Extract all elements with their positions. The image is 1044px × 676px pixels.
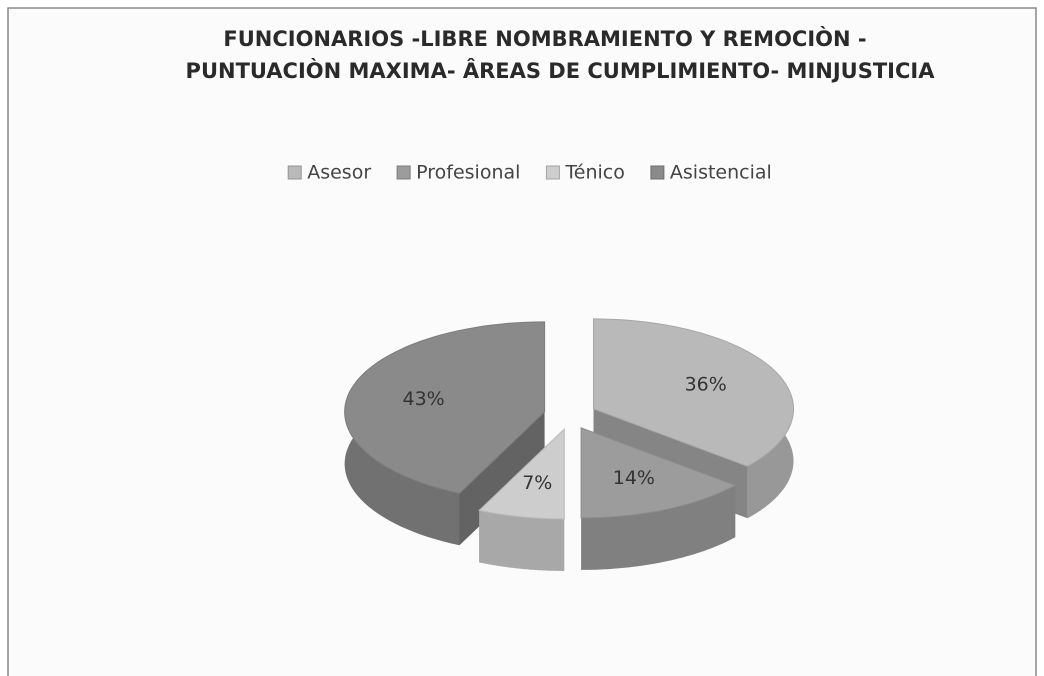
slice (580, 427, 737, 519)
slice (593, 318, 794, 467)
legend-item: Profesional (396, 162, 520, 184)
legend-swatch (545, 165, 560, 180)
legend-label: Profesional (416, 162, 520, 184)
legend-swatch (396, 165, 411, 180)
pie-tops (344, 318, 794, 520)
legend-item: Ténico (545, 162, 625, 184)
pie-labels: 36% 14% 7% 43% (402, 374, 726, 494)
chart-title: FUNCIONARIOS -LIBRE NOMBRAMIENTO Y REMOC… (223, 26, 866, 51)
legend-label: Asistencial (670, 162, 772, 184)
data-label: 36% (685, 374, 727, 396)
chart-title: PUNTUACIÒN MAXIMA- ÂREAS DE CUMPLIMIENTO… (186, 58, 936, 83)
slice-side (581, 485, 736, 570)
legend-item: Asesor (287, 162, 371, 184)
legend-label: Asesor (307, 162, 371, 184)
legend: Asesor Profesional Ténico Asistencial (287, 162, 772, 184)
legend-label: Ténico (564, 162, 624, 184)
legend-swatch (287, 165, 302, 180)
data-label: 14% (613, 467, 655, 489)
data-label: 43% (402, 388, 444, 410)
slice (478, 427, 565, 520)
legend-item: Asistencial (650, 162, 772, 184)
legend-swatch (650, 165, 665, 180)
data-label: 7% (522, 472, 552, 494)
slice-side (479, 510, 565, 571)
slice (344, 321, 546, 494)
